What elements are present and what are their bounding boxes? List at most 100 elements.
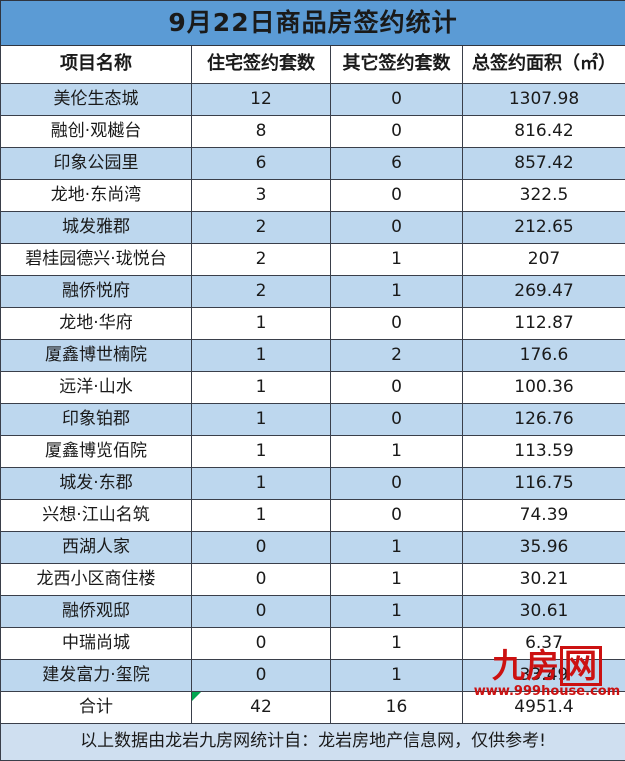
residential-count: 12 [192,84,331,116]
total-area: 74.39 [463,500,625,532]
column-header-row: 项目名称 住宅签约套数 其它签约套数 总签约面积（㎡） [1,46,625,84]
column-header-other-count: 其它签约套数 [331,46,463,84]
project-name: 建发富力·玺院 [1,660,192,692]
cell-error-flag-icon [192,692,201,701]
residential-count: 1 [192,468,331,500]
project-name: 中瑞尚城 [1,628,192,660]
statistics-sheet: 9月22日商品房签约统计 项目名称 住宅签约套数 其它签约套数 总签约面积（㎡）… [0,0,625,710]
table-row: 城发·东郡 1 0 116.75 [1,468,625,500]
residential-count: 0 [192,532,331,564]
table-row: 印象铂郡 1 0 126.76 [1,404,625,436]
other-count: 2 [331,340,463,372]
residential-count: 0 [192,596,331,628]
total-area: 176.6 [463,340,625,372]
residential-count: 1 [192,340,331,372]
total-area: 1307.98 [463,84,625,116]
other-count: 1 [331,244,463,276]
other-count: 1 [331,596,463,628]
total-area: 816.42 [463,116,625,148]
table-row: 城发雅郡 2 0 212.65 [1,212,625,244]
project-name: 远洋·山水 [1,372,192,404]
table-row: 龙地·东尚湾 3 0 322.5 [1,180,625,212]
table-note-row: 以上数据由龙岩九房网统计自：龙岩房地产信息网，仅供参考! [1,724,625,761]
other-count: 0 [331,468,463,500]
other-count: 1 [331,628,463,660]
other-count: 0 [331,180,463,212]
table-row: 厦鑫博览佰院 1 1 113.59 [1,436,625,468]
table-row: 西湖人家 0 1 35.96 [1,532,625,564]
project-name: 城发·东郡 [1,468,192,500]
table-row: 印象公园里 6 6 857.42 [1,148,625,180]
column-header-total-area: 总签约面积（㎡） [463,46,625,84]
project-name: 龙西小区商住楼 [1,564,192,596]
project-name: 印象公园里 [1,148,192,180]
total-area: 6.37 [463,628,625,660]
project-name: 融侨观邸 [1,596,192,628]
table-row: 美伦生态城 12 0 1307.98 [1,84,625,116]
total-residential-count: 42 [192,692,331,724]
other-count: 0 [331,212,463,244]
residential-count: 2 [192,244,331,276]
total-area: 207 [463,244,625,276]
total-area: 857.42 [463,148,625,180]
project-name: 美伦生态城 [1,84,192,116]
project-name: 碧桂园德兴·珑悦台 [1,244,192,276]
total-area: 269.47 [463,276,625,308]
total-area: 33.49 [463,660,625,692]
total-area: 126.76 [463,404,625,436]
other-count: 1 [331,660,463,692]
residential-count: 1 [192,404,331,436]
total-area: 212.65 [463,212,625,244]
residential-count: 0 [192,628,331,660]
residential-count: 1 [192,308,331,340]
project-name: 兴想·江山名筑 [1,500,192,532]
other-count: 1 [331,276,463,308]
project-name: 西湖人家 [1,532,192,564]
residential-count: 1 [192,436,331,468]
residential-count: 3 [192,180,331,212]
project-name: 龙地·东尚湾 [1,180,192,212]
residential-count: 2 [192,276,331,308]
other-count: 0 [331,84,463,116]
total-residential-value: 42 [250,697,272,717]
table-row: 龙西小区商住楼 0 1 30.21 [1,564,625,596]
project-name: 龙地·华府 [1,308,192,340]
other-count: 6 [331,148,463,180]
other-count: 0 [331,500,463,532]
project-name: 城发雅郡 [1,212,192,244]
total-label: 合计 [1,692,192,724]
other-count: 1 [331,564,463,596]
other-count: 0 [331,308,463,340]
project-name: 厦鑫博览佰院 [1,436,192,468]
total-area: 112.87 [463,308,625,340]
total-area: 100.36 [463,372,625,404]
table-row: 融创·观樾台 8 0 816.42 [1,116,625,148]
table-row: 融侨悦府 2 1 269.47 [1,276,625,308]
total-area: 30.61 [463,596,625,628]
residential-count: 1 [192,500,331,532]
total-area: 35.96 [463,532,625,564]
total-area: 322.5 [463,180,625,212]
table-row: 厦鑫博世楠院 1 2 176.6 [1,340,625,372]
table-row: 建发富力·玺院 0 1 33.49 [1,660,625,692]
residential-count: 1 [192,372,331,404]
total-area-value: 4951.4 [463,692,625,724]
table-row: 中瑞尚城 0 1 6.37 [1,628,625,660]
table-row: 兴想·江山名筑 1 0 74.39 [1,500,625,532]
table-row: 碧桂园德兴·珑悦台 2 1 207 [1,244,625,276]
residential-count: 0 [192,660,331,692]
column-header-residential-count: 住宅签约套数 [192,46,331,84]
table-total-row: 合计 42 16 4951.4 [1,692,625,724]
project-name: 融侨悦府 [1,276,192,308]
project-name: 厦鑫博世楠院 [1,340,192,372]
project-name: 融创·观樾台 [1,116,192,148]
table-row: 远洋·山水 1 0 100.36 [1,372,625,404]
column-header-project-name: 项目名称 [1,46,192,84]
residential-count: 0 [192,564,331,596]
table-title-row: 9月22日商品房签约统计 [1,1,625,46]
other-count: 1 [331,532,463,564]
other-count: 0 [331,116,463,148]
total-area: 30.21 [463,564,625,596]
other-count: 1 [331,436,463,468]
